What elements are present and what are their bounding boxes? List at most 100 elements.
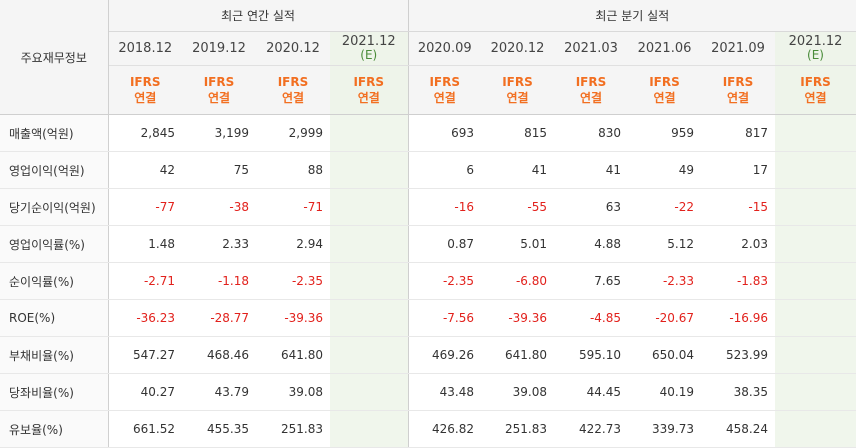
period-header: 2021.03 [554,31,628,66]
consolidation-basis-label: 연결 [579,91,603,105]
table-cell: 2.94 [256,225,330,263]
row-label: 영업이익(억원) [0,151,109,189]
table-cell: 339.73 [628,410,701,448]
table-cell [330,262,408,300]
accounting-standard-header: IFRS 연결 [554,65,628,115]
table-cell: 661.52 [108,410,182,448]
accounting-standard-header: IFRS 연결 [182,65,256,115]
period-header: 2021.12 (E) [775,31,856,66]
table-cell: 2.03 [701,225,775,263]
annual-results-group-header: 최근 연간 실적 [108,0,408,32]
period-label: 2020.12 [266,40,320,56]
table-cell: 0.87 [407,225,481,263]
period-header: 2021.06 [628,31,701,66]
ifrs-label: IFRS [649,75,680,89]
table-cell: 641.80 [481,336,554,374]
table-cell: -55 [481,188,554,226]
table-row: 유보율(%) 661.52 455.35 251.83 426.82 251.83 422.… [0,410,856,448]
table-cell: 75 [182,151,256,189]
table-cell: 959 [628,114,701,152]
period-label: 2020.09 [417,40,472,56]
table-cell: -20.67 [628,299,701,337]
table-cell: 3,199 [182,114,256,152]
table-cell: -4.85 [554,299,628,337]
table-cell: -71 [256,188,330,226]
period-label: 2021.09 [711,40,765,56]
consolidation-basis-label: 연결 [804,91,827,105]
table-cell: -16 [407,188,481,226]
ifrs-label: IFRS [429,75,461,89]
period-header: 2020.12 [481,31,554,66]
table-cell: 455.35 [182,410,256,448]
table-row: 당좌비율(%) 40.27 43.79 39.08 43.48 39.08 44.45 40.… [0,373,856,411]
table-cell: 41 [554,151,628,189]
table-cell: 40.19 [628,373,701,411]
table-row: ROE(%) -36.23 -28.77 -39.36 -7.56 -39.36 -4.85… [0,299,856,337]
table-cell: 426.82 [407,410,481,448]
period-header: 2020.09 [407,31,481,66]
table-cell [330,225,408,263]
table-cell: 595.10 [554,336,628,374]
table-cell: 641.80 [256,336,330,374]
ifrs-label: IFRS [800,75,831,89]
table-cell: 523.99 [701,336,775,374]
table-row: 영업이익(억원) 42 75 88 6 41 41 49 17 [0,151,856,189]
table-cell: 2.33 [182,225,256,263]
table-cell: 38.35 [701,373,775,411]
table-row: 순이익률(%) -2.71 -1.18 -2.35 -2.35 -6.80 7.65 -2.3… [0,262,856,300]
ifrs-label: IFRS [353,75,385,89]
table-cell [330,151,408,189]
table-cell: 4.88 [554,225,628,263]
row-label: 순이익률(%) [0,262,109,300]
table-cell [330,188,408,226]
table-cell: 5.12 [628,225,701,263]
accounting-standard-header: IFRS 연결 [256,65,330,115]
table-row: 부채비율(%) 547.27 468.46 641.80 469.26 641.80 595… [0,336,856,374]
table-cell: -1.18 [182,262,256,300]
period-header: 2018.12 [108,31,182,66]
consolidation-basis-label: 연결 [726,91,750,105]
accounting-standard-header: IFRS 연결 [628,65,701,115]
table-corner-label: 주요재무정보 [0,0,109,115]
table-cell: 40.27 [108,373,182,411]
table-cell: 422.73 [554,410,628,448]
table-cell [775,299,856,337]
table-cell: -2.35 [407,262,481,300]
table-cell [330,373,408,411]
consolidation-basis-label: 연결 [134,91,157,105]
period-label: 2018.12 [118,40,173,56]
table-cell: -38 [182,188,256,226]
table-cell: 547.27 [108,336,182,374]
table-cell: 63 [554,188,628,226]
table-row: 당기순이익(억원) -77 -38 -71 -16 -55 63 -22 -15 [0,188,856,226]
table-cell: 6 [407,151,481,189]
ifrs-label: IFRS [575,75,607,89]
table-cell: 5.01 [481,225,554,263]
table-cell [775,188,856,226]
table-cell: 17 [701,151,775,189]
period-header: 2021.12 (E) [330,31,408,66]
table-cell [775,114,856,152]
period-label: 2021.06 [637,40,692,56]
accounting-standard-header: IFRS 연결 [407,65,481,115]
table-cell: 43.48 [407,373,481,411]
table-cell: -15 [701,188,775,226]
table-cell: 693 [407,114,481,152]
table-cell: 469.26 [407,336,481,374]
consolidation-basis-label: 연결 [653,91,676,105]
table-cell: 7.65 [554,262,628,300]
table-cell: -7.56 [407,299,481,337]
table-cell: 468.46 [182,336,256,374]
consolidation-basis-label: 연결 [506,91,529,105]
quarterly-results-group-header: 최근 분기 실적 [407,0,856,32]
table-cell [330,336,408,374]
table-cell [775,225,856,263]
table-cell: -39.36 [256,299,330,337]
consolidation-basis-label: 연결 [433,91,456,105]
table-cell: -39.36 [481,299,554,337]
consolidation-basis-label: 연결 [357,91,380,105]
table-cell: 2,999 [256,114,330,152]
ifrs-label: IFRS [722,75,754,89]
table-cell: 2,845 [108,114,182,152]
table-cell: 650.04 [628,336,701,374]
